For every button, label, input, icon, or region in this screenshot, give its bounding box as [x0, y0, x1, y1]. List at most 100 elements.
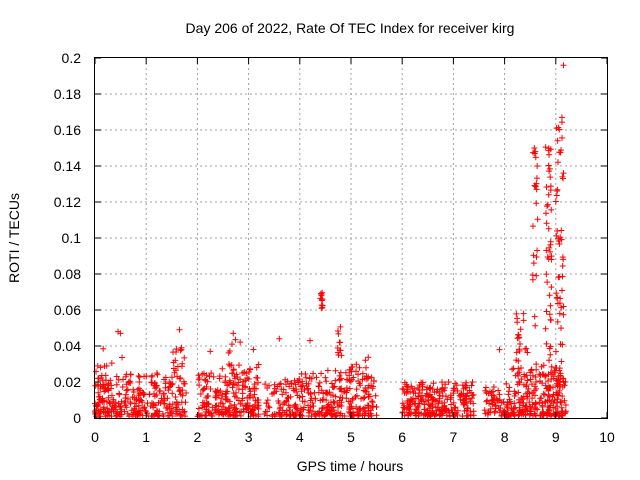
roti-point [218, 395, 225, 402]
roti-point [325, 407, 332, 414]
roti-point [196, 382, 203, 389]
roti-point [295, 379, 302, 386]
roti-point [310, 403, 317, 410]
roti-point [232, 336, 239, 343]
roti-point [247, 388, 254, 395]
roti-point [547, 316, 554, 323]
roti-point [407, 403, 414, 410]
roti-point [263, 400, 270, 407]
roti-point [318, 409, 325, 416]
roti-point [330, 398, 337, 405]
roti-point [562, 402, 569, 409]
y-tick-label: 0.06 [54, 302, 81, 318]
roti-point [205, 392, 212, 399]
roti-point [252, 397, 259, 404]
roti-point [401, 389, 408, 396]
roti-point [421, 406, 428, 413]
roti-point [544, 253, 551, 260]
roti-point [177, 391, 184, 398]
roti-point [510, 405, 517, 412]
roti-point [324, 390, 331, 397]
roti-point [557, 234, 564, 241]
roti-point [516, 347, 523, 354]
roti-point [520, 310, 527, 317]
roti-point [540, 362, 547, 369]
roti-point [322, 374, 329, 381]
roti-point [140, 391, 147, 398]
roti-point [345, 408, 352, 415]
roti-point [547, 343, 554, 350]
roti-point [458, 390, 465, 397]
roti-point [454, 387, 461, 394]
roti-point [324, 367, 331, 374]
roti-point [372, 392, 379, 399]
roti-point [482, 387, 489, 394]
roti-point [339, 412, 346, 419]
roti-point [173, 404, 180, 411]
roti-point [300, 406, 307, 413]
roti-point [195, 405, 202, 412]
roti-point [553, 290, 560, 297]
roti-point [236, 409, 243, 416]
roti-point [533, 361, 540, 368]
roti-point [246, 365, 253, 372]
roti-point [229, 341, 236, 348]
roti-point [318, 291, 325, 298]
roti-point [345, 398, 352, 405]
roti-point [266, 404, 273, 411]
roti-point [183, 389, 190, 396]
roti-point [552, 348, 559, 355]
roti-point [271, 385, 278, 392]
roti-point [559, 287, 566, 294]
roti-point [305, 402, 312, 409]
roti-point [338, 352, 345, 359]
x-tick-label: 6 [398, 429, 406, 445]
roti-point [353, 361, 360, 368]
roti-point [177, 347, 184, 354]
roti-point [529, 223, 536, 230]
roti-point [200, 386, 207, 393]
roti-point [291, 412, 298, 419]
roti-point [533, 378, 540, 385]
roti-point [342, 369, 349, 376]
x-tick-label: 3 [245, 429, 253, 445]
roti-point [530, 252, 537, 259]
roti-point [445, 379, 452, 386]
roti-point [559, 393, 566, 400]
roti-point [108, 407, 115, 414]
roti-point [310, 370, 317, 377]
roti-point [135, 402, 142, 409]
roti-point [208, 370, 215, 377]
roti-point [521, 371, 528, 378]
roti-point [541, 391, 548, 398]
roti-point [318, 370, 325, 377]
x-tick-label: 7 [450, 429, 458, 445]
roti-point [451, 404, 458, 411]
roti-point [244, 394, 251, 401]
roti-point [246, 369, 253, 376]
roti-point [368, 398, 375, 405]
roti-point [370, 403, 377, 410]
roti-point [266, 382, 273, 389]
roti-point [538, 412, 545, 419]
roti-point [430, 396, 437, 403]
roti-point [255, 402, 262, 409]
roti-point [139, 399, 146, 406]
roti-point [470, 408, 477, 415]
roti-point [296, 394, 303, 401]
roti-point [470, 400, 477, 407]
roti-point [448, 394, 455, 401]
roti-point [562, 408, 569, 415]
roti-point [502, 412, 509, 419]
roti-point [557, 381, 564, 388]
roti-point [94, 381, 101, 388]
roti-point [365, 375, 372, 382]
roti-point [286, 412, 293, 419]
roti-point [230, 390, 237, 397]
y-tick-label: 0.14 [54, 158, 81, 174]
roti-point [524, 377, 531, 384]
roti-point [323, 389, 330, 396]
roti-point [250, 412, 257, 419]
roti-point [533, 175, 540, 182]
roti-point [546, 244, 553, 251]
